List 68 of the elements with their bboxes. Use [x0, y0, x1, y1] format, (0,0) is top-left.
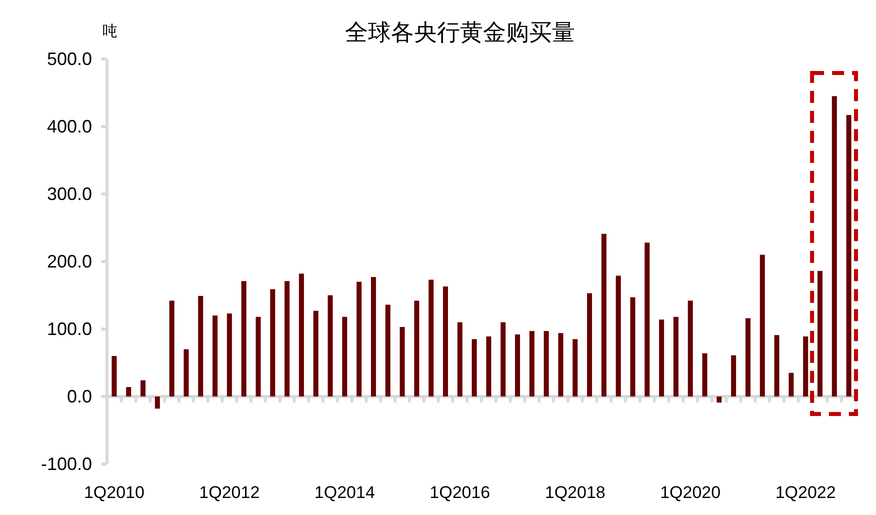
bar: [644, 242, 650, 396]
bar: [442, 286, 448, 396]
bar: [616, 276, 621, 396]
bar: [328, 295, 333, 396]
bar: [184, 349, 189, 396]
bar: [817, 270, 822, 396]
bar: [414, 300, 420, 396]
x-tick-label: 1Q2016: [430, 483, 490, 502]
bar: [587, 293, 592, 396]
bar: [198, 296, 204, 396]
bar: [270, 289, 276, 396]
bar: [774, 335, 780, 396]
bar: [529, 331, 534, 396]
bar: [630, 297, 636, 396]
x-tick-label: 1Q2020: [660, 483, 721, 502]
bar: [298, 274, 304, 396]
bar: [140, 380, 146, 396]
bar: [702, 353, 708, 396]
bar: [688, 300, 693, 396]
bar: [256, 316, 261, 396]
bar: [515, 334, 520, 396]
bar: [673, 316, 678, 396]
bar: [659, 320, 664, 396]
bar: [472, 339, 477, 396]
y-tick-label: -100.0: [40, 454, 92, 474]
x-tick-label: 1Q2010: [84, 483, 144, 502]
x-tick-label: 1Q2012: [199, 483, 260, 502]
bar: [400, 326, 405, 396]
bar: [572, 339, 578, 396]
x-tick-label: 1Q2022: [775, 483, 836, 502]
bar: [486, 336, 492, 396]
x-tick-label: 1Q2018: [544, 483, 606, 502]
y-tick-label: 300.0: [46, 184, 92, 204]
chart-title: 全球各央行黄金购买量: [345, 19, 575, 45]
bar: [169, 300, 174, 396]
bar: [241, 281, 246, 396]
bar: [788, 372, 794, 396]
bar: [226, 313, 232, 396]
bar: [356, 282, 362, 396]
bar: [112, 356, 117, 396]
bar: [832, 96, 837, 396]
y-axis-title: 吨: [102, 23, 118, 40]
bar: [745, 318, 750, 396]
bar: [544, 331, 549, 396]
bar: [457, 322, 462, 396]
y-tick-label: 400.0: [46, 116, 92, 136]
bar: [385, 304, 390, 396]
y-tick-label: 100.0: [46, 319, 92, 339]
bar: [601, 234, 606, 396]
bar: [126, 387, 132, 396]
bar: [500, 322, 506, 396]
y-tick-label: 0.0: [66, 386, 92, 406]
bar: [760, 254, 765, 396]
bar: [846, 115, 852, 396]
bar: [313, 310, 318, 396]
bar: [803, 336, 808, 396]
bar: [370, 277, 376, 396]
bar: [284, 281, 290, 396]
bar: [558, 333, 564, 396]
bar: [154, 396, 160, 409]
bar: [716, 396, 722, 403]
y-tick-label: 200.0: [46, 252, 92, 272]
bar: [342, 316, 348, 396]
y-tick-label: 500.0: [46, 49, 92, 69]
bar: [731, 355, 736, 396]
bar: [428, 280, 434, 396]
x-tick-label: 1Q2014: [314, 483, 375, 502]
bar: [212, 316, 218, 396]
